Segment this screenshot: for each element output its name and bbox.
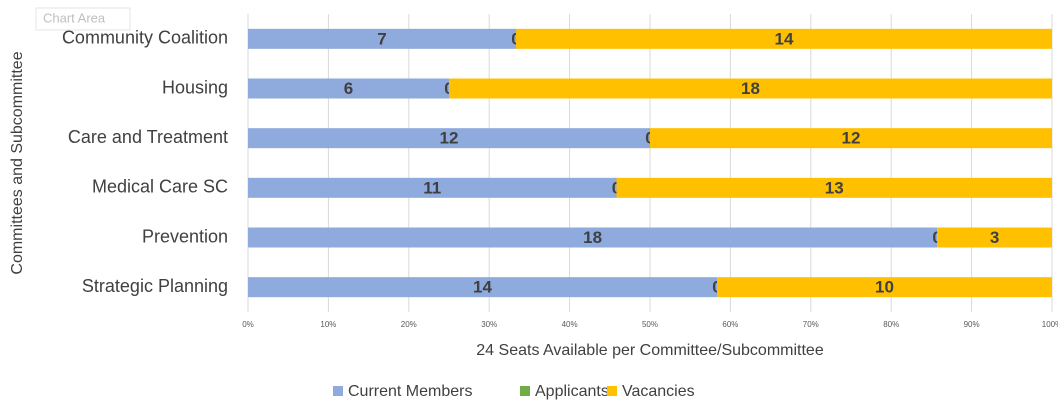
data-label: 18 [583, 228, 602, 247]
x-tick-label: 90% [964, 320, 980, 329]
x-tick-label: 80% [883, 320, 899, 329]
bar-segment [616, 177, 1052, 198]
data-label: 14 [775, 29, 794, 48]
legend-swatch [333, 386, 343, 396]
x-tick-label: 40% [562, 320, 578, 329]
x-tick-label: 0% [242, 320, 254, 329]
x-tick-label: 70% [803, 320, 819, 329]
bar-segment [449, 78, 1052, 99]
x-tick-label: 100% [1042, 320, 1058, 329]
data-label: 12 [440, 129, 459, 148]
x-axis-title: 24 Seats Available per Committee/Subcomm… [476, 342, 824, 359]
legend-label: Vacancies [622, 383, 695, 400]
bar-segment [248, 177, 617, 198]
y-tick-label: Care and Treatment [68, 127, 228, 147]
y-tick-label: Housing [162, 77, 228, 97]
x-tick-label: 10% [320, 320, 336, 329]
bar-segment [248, 78, 449, 99]
data-label: 12 [842, 129, 861, 148]
legend-swatch [520, 386, 530, 396]
y-tick-label: Medical Care SC [92, 177, 228, 197]
x-tick-label: 50% [642, 320, 658, 329]
bar-segment [717, 277, 1052, 298]
bar-segment [248, 128, 650, 149]
data-label: 10 [875, 278, 894, 297]
data-label: 7 [377, 29, 386, 48]
bar-segment [937, 227, 1052, 248]
x-tick-label: 60% [722, 320, 738, 329]
bar-segment [248, 227, 938, 248]
bar-segment [248, 277, 717, 298]
y-tick-label: Strategic Planning [82, 276, 228, 296]
legend-label: Applicants [535, 383, 609, 400]
x-tick-label: 20% [401, 320, 417, 329]
y-axis-title: Committees and Subcommittee [9, 51, 26, 274]
legend-label: Current Members [348, 383, 472, 400]
data-label: 18 [741, 79, 760, 98]
x-tick-label: 30% [481, 320, 497, 329]
legend-swatch [607, 386, 617, 396]
data-label: 13 [825, 178, 844, 197]
bar-segment [516, 28, 1052, 49]
data-label: 3 [990, 228, 999, 247]
y-tick-label: Prevention [142, 226, 228, 246]
data-label: 11 [423, 178, 441, 197]
bar-segment [650, 128, 1052, 149]
data-label: 6 [344, 79, 353, 98]
y-tick-label: Community Coalition [62, 28, 228, 48]
bar-segment [248, 28, 516, 49]
tooltip-box [35, 7, 131, 31]
data-label: 14 [473, 278, 492, 297]
tooltip: Chart Area [43, 10, 106, 25]
